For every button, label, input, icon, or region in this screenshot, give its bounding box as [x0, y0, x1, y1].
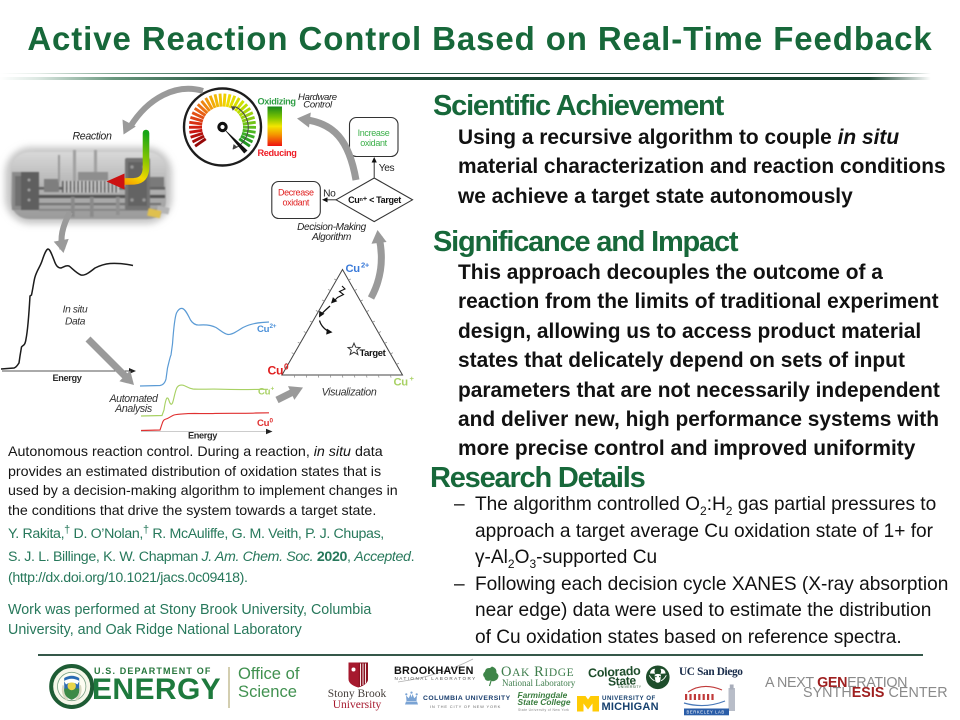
svg-text:Cu: Cu	[258, 386, 271, 397]
svg-text:Analysis: Analysis	[114, 403, 153, 415]
svg-text:Decrease: Decrease	[278, 188, 314, 198]
svg-text:Automated: Automated	[108, 393, 159, 405]
svg-text:Yes: Yes	[379, 163, 395, 174]
svg-text:oxidant: oxidant	[283, 198, 310, 208]
svg-text:2+: 2+	[270, 323, 277, 330]
svg-text:Energy: Energy	[188, 431, 218, 441]
svg-text:Visualization: Visualization	[322, 386, 377, 398]
svg-text:In situ: In situ	[63, 305, 88, 316]
svg-text:Oxidizing: Oxidizing	[258, 96, 296, 106]
svg-text:BERKELEY LAB: BERKELEY LAB	[687, 710, 725, 715]
svg-text:2+: 2+	[361, 261, 370, 270]
svg-text:Control: Control	[303, 99, 333, 110]
svg-text:Data: Data	[65, 317, 86, 328]
svg-text:Cu: Cu	[257, 418, 270, 429]
svg-text:Cu: Cu	[257, 324, 270, 335]
svg-text:Cuⁿ⁺ < Target: Cuⁿ⁺ < Target	[348, 195, 401, 205]
svg-text:Reducing: Reducing	[258, 148, 297, 158]
svg-text:Target: Target	[360, 347, 386, 358]
svg-text:+: +	[271, 385, 275, 392]
svg-text:+: +	[410, 374, 415, 383]
svg-text:Hardware: Hardware	[298, 92, 337, 103]
svg-text:Cu: Cu	[268, 364, 284, 378]
svg-text:Cu: Cu	[394, 377, 409, 389]
svg-text:No: No	[323, 189, 336, 200]
svg-text:Algorithm: Algorithm	[311, 232, 351, 243]
svg-text:Decision-Making: Decision-Making	[297, 222, 366, 233]
svg-text:Reaction: Reaction	[73, 131, 112, 143]
svg-text:Energy: Energy	[53, 373, 83, 383]
svg-text:0: 0	[270, 418, 274, 425]
svg-text:oxidant: oxidant	[360, 138, 387, 148]
svg-text:Cu: Cu	[346, 263, 361, 275]
svg-text:Increase: Increase	[358, 128, 390, 138]
svg-text:0: 0	[284, 363, 289, 372]
